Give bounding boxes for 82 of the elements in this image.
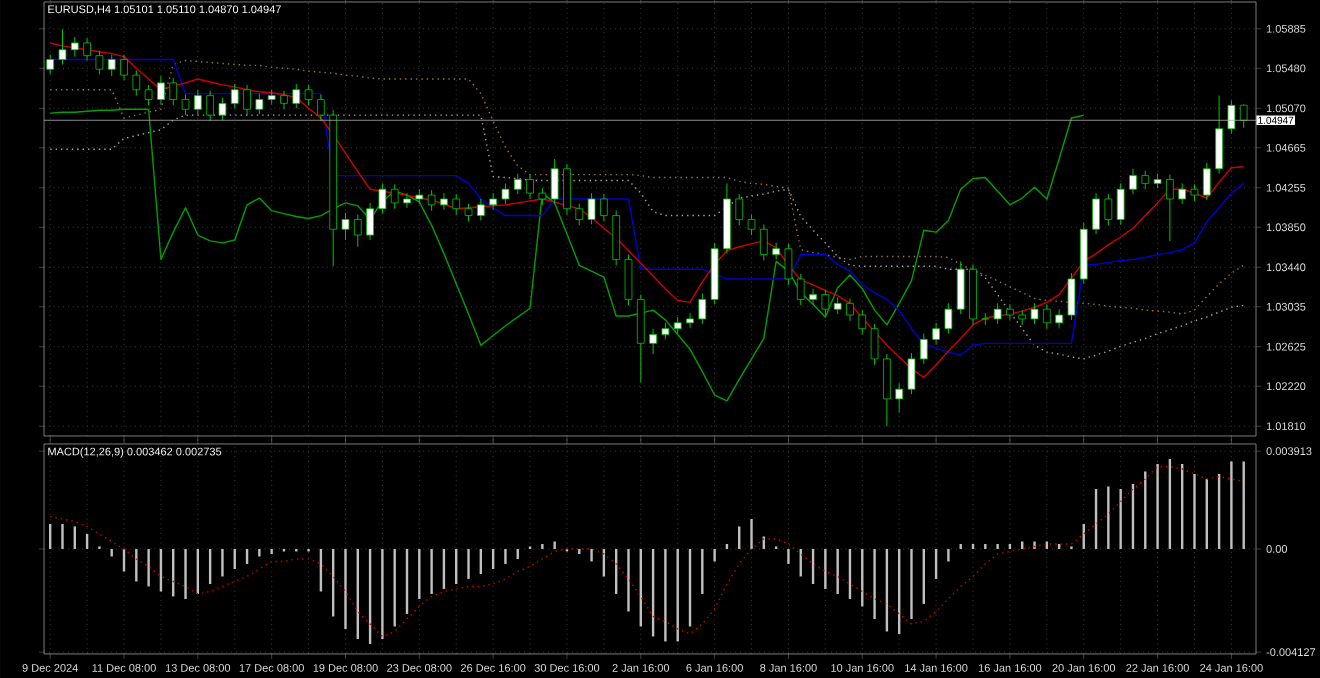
candlestick	[1116, 182, 1125, 225]
candlestick	[317, 94, 325, 122]
candlestick	[932, 322, 940, 345]
candlestick	[550, 158, 559, 205]
candlestick	[193, 89, 202, 115]
candlestick	[304, 84, 313, 106]
candlestick	[1067, 272, 1076, 321]
candlestick	[587, 192, 596, 225]
candlestick	[698, 293, 707, 325]
candlestick	[1104, 193, 1113, 226]
candlestick	[353, 214, 362, 248]
candlestick	[1030, 302, 1039, 325]
candlestick	[1227, 99, 1236, 135]
candlestick	[919, 333, 928, 365]
candlestick	[366, 202, 374, 241]
candlestick	[452, 193, 461, 216]
candlestick	[489, 192, 497, 211]
candlestick	[649, 328, 657, 355]
candlestick	[169, 77, 178, 106]
candlestick	[575, 203, 584, 226]
candlestick	[218, 97, 227, 121]
candlestick	[821, 289, 830, 316]
candlestick	[944, 302, 953, 335]
candlestick	[1239, 103, 1248, 129]
candlestick	[255, 93, 264, 115]
candlestick	[956, 260, 965, 315]
candlestick	[83, 37, 91, 61]
candlestick	[427, 189, 436, 212]
candlestick	[95, 50, 104, 75]
candlestick	[612, 210, 621, 266]
candlestick	[1141, 170, 1150, 190]
candlestick	[132, 69, 141, 97]
candlestick	[1042, 303, 1051, 330]
candlestick	[759, 223, 768, 261]
candlestick	[403, 192, 411, 209]
candlestick	[378, 182, 387, 215]
candlestick	[280, 90, 288, 110]
candlestick	[895, 382, 904, 414]
candlestick	[1092, 192, 1100, 235]
candlestick	[563, 163, 571, 216]
candlestick	[870, 323, 879, 366]
candlestick	[772, 242, 780, 260]
candlestick	[181, 94, 190, 116]
candlestick	[243, 84, 251, 116]
candlestick	[858, 309, 867, 336]
candlestick	[883, 353, 891, 427]
candlestick	[907, 352, 916, 395]
candlestick	[636, 294, 645, 383]
candlestick	[1055, 308, 1063, 329]
candlestick	[784, 243, 793, 286]
candlestick	[624, 254, 633, 306]
candlestick	[747, 214, 756, 236]
candlestick	[107, 54, 116, 77]
candlestick	[341, 212, 350, 241]
candlestick	[70, 36, 79, 58]
candlestick	[501, 182, 510, 205]
candlestick	[1166, 174, 1174, 242]
candlestick	[1178, 182, 1187, 205]
candlestick	[1202, 162, 1211, 201]
candlestick	[440, 192, 448, 211]
candlestick	[157, 75, 165, 105]
candlestick	[846, 297, 854, 322]
candlestick	[513, 173, 522, 195]
candlestick	[526, 174, 534, 200]
candlestick	[476, 198, 485, 221]
candlestick	[686, 312, 694, 329]
candlestick	[46, 54, 55, 75]
candlestick	[292, 83, 301, 109]
candlestick	[120, 54, 128, 81]
candlestick	[390, 183, 399, 210]
candlestick	[600, 193, 608, 222]
candlestick	[1215, 95, 1223, 175]
candlestick	[809, 288, 817, 305]
candlestick	[58, 28, 67, 65]
candlestick	[206, 90, 214, 122]
candlestick	[230, 83, 239, 109]
candlestick	[993, 302, 1002, 325]
candlestick	[144, 84, 153, 106]
candlestick	[796, 273, 805, 306]
candlestick	[1006, 303, 1014, 321]
candlestick	[735, 193, 744, 226]
candlestick	[1129, 168, 1137, 195]
